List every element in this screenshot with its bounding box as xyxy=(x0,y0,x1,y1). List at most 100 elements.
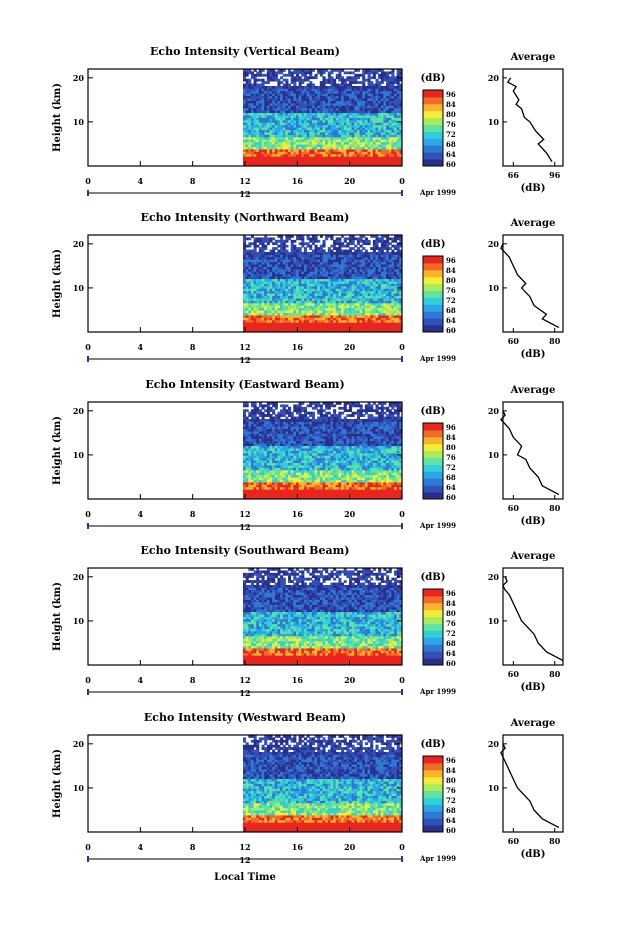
heatmap-cell xyxy=(362,78,366,82)
heatmap-cell xyxy=(375,273,379,277)
heatmap-cell xyxy=(317,149,321,152)
heatmap-cell xyxy=(253,278,257,282)
heatmap-cell xyxy=(285,310,289,313)
heatmap-cell xyxy=(341,95,345,99)
heatmap-cell xyxy=(248,467,252,471)
heatmap-cell xyxy=(258,278,262,282)
heatmap-cell xyxy=(261,78,265,82)
heatmap-cell xyxy=(253,283,257,287)
heatmap-cell xyxy=(341,153,345,157)
heatmap-cell xyxy=(301,163,305,167)
heatmap-cell xyxy=(248,319,252,323)
heatmap-cell xyxy=(338,278,342,282)
heatmap-cell xyxy=(311,85,315,89)
heatmap-cell xyxy=(250,426,254,430)
heatmap-cell xyxy=(327,119,331,123)
heatmap-cell xyxy=(261,88,265,92)
heatmap-cell xyxy=(343,136,347,140)
heatmap-cell xyxy=(303,295,307,299)
heatmap-cell xyxy=(266,132,270,135)
heatmap-cell xyxy=(274,266,278,270)
heatmap-cell xyxy=(362,119,366,123)
heatmap-cell xyxy=(372,261,376,265)
heatmap-cell xyxy=(325,81,329,84)
heatmap-cell xyxy=(319,73,323,77)
heatmap-cell xyxy=(356,247,360,250)
heatmap-cell xyxy=(375,153,379,157)
heatmap-cell xyxy=(327,285,331,289)
heatmap-cell xyxy=(335,278,339,282)
heatmap-cell xyxy=(338,329,342,333)
heatmap-cell xyxy=(362,285,366,289)
heatmap-cell xyxy=(306,105,310,109)
heatmap-cell xyxy=(372,293,376,297)
heatmap-cell xyxy=(356,127,360,131)
heatmap-cell xyxy=(394,105,398,109)
heatmap-cell xyxy=(296,302,300,306)
heatmap-cell xyxy=(256,251,260,255)
heatmap-cell xyxy=(258,239,262,243)
heatmap-cell xyxy=(261,266,265,270)
heatmap-cell xyxy=(264,163,268,167)
y-tick-label: 10 xyxy=(73,117,85,127)
heatmap-cell xyxy=(261,156,265,160)
heatmap-cell xyxy=(391,251,395,255)
heatmap-cell xyxy=(288,69,292,72)
heatmap-cell xyxy=(349,124,353,128)
heatmap-cell xyxy=(280,100,284,104)
heatmap-cell xyxy=(243,134,247,138)
heatmap-cell xyxy=(298,112,302,116)
heatmap-cell xyxy=(280,129,284,133)
heatmap-cell xyxy=(301,278,305,282)
heatmap-cell xyxy=(372,69,376,72)
heatmap-cell xyxy=(349,105,353,109)
heatmap-cell xyxy=(248,315,252,318)
heatmap-cell xyxy=(325,322,329,326)
heatmap-cell xyxy=(386,78,390,82)
heatmap-cell xyxy=(293,295,297,299)
heatmap-cell xyxy=(322,127,326,131)
heatmap-cell xyxy=(341,136,345,140)
heatmap-cell xyxy=(277,244,281,248)
heatmap-cell xyxy=(394,319,398,323)
heatmap-cell xyxy=(248,139,252,143)
heatmap-cell xyxy=(264,452,268,456)
heatmap-cell xyxy=(285,127,289,131)
heatmap-cell xyxy=(303,90,307,94)
heatmap-cell xyxy=(303,271,307,275)
heatmap-cell xyxy=(303,290,307,294)
heatmap-cell xyxy=(372,156,376,160)
heatmap-cell xyxy=(303,76,307,80)
heatmap-cell xyxy=(386,98,390,101)
heatmap-cell xyxy=(258,95,262,99)
heatmap-cell xyxy=(341,141,345,145)
heatmap-cell xyxy=(277,95,281,99)
heatmap-cell xyxy=(372,153,376,157)
heatmap-cell xyxy=(245,98,249,101)
heatmap-cell xyxy=(380,300,384,304)
heatmap-cell xyxy=(290,81,294,84)
heatmap-cell xyxy=(356,76,360,80)
heatmap-cell xyxy=(282,288,286,292)
heatmap-cell xyxy=(311,264,315,267)
heatmap-cell xyxy=(391,310,395,313)
heatmap-cell xyxy=(367,81,371,84)
heatmap-cell xyxy=(288,281,292,284)
heatmap-cell xyxy=(314,98,318,101)
heatmap-cell xyxy=(303,98,307,101)
heatmap-cell xyxy=(335,161,339,164)
heatmap-cell xyxy=(264,100,268,104)
heatmap-cell xyxy=(266,472,270,476)
heatmap-cell xyxy=(335,293,339,297)
heatmap-cell xyxy=(399,129,403,133)
heatmap-cell xyxy=(317,156,321,160)
heatmap-cell xyxy=(269,305,273,309)
heatmap-cell xyxy=(325,119,329,123)
heatmap-cell xyxy=(248,146,252,150)
heatmap-cell xyxy=(325,261,329,265)
heatmap-cell xyxy=(396,88,400,92)
heatmap-cell xyxy=(399,90,403,94)
heatmap-cell xyxy=(394,237,398,241)
heatmap-cell xyxy=(250,100,254,104)
heatmap-cell xyxy=(266,295,270,299)
